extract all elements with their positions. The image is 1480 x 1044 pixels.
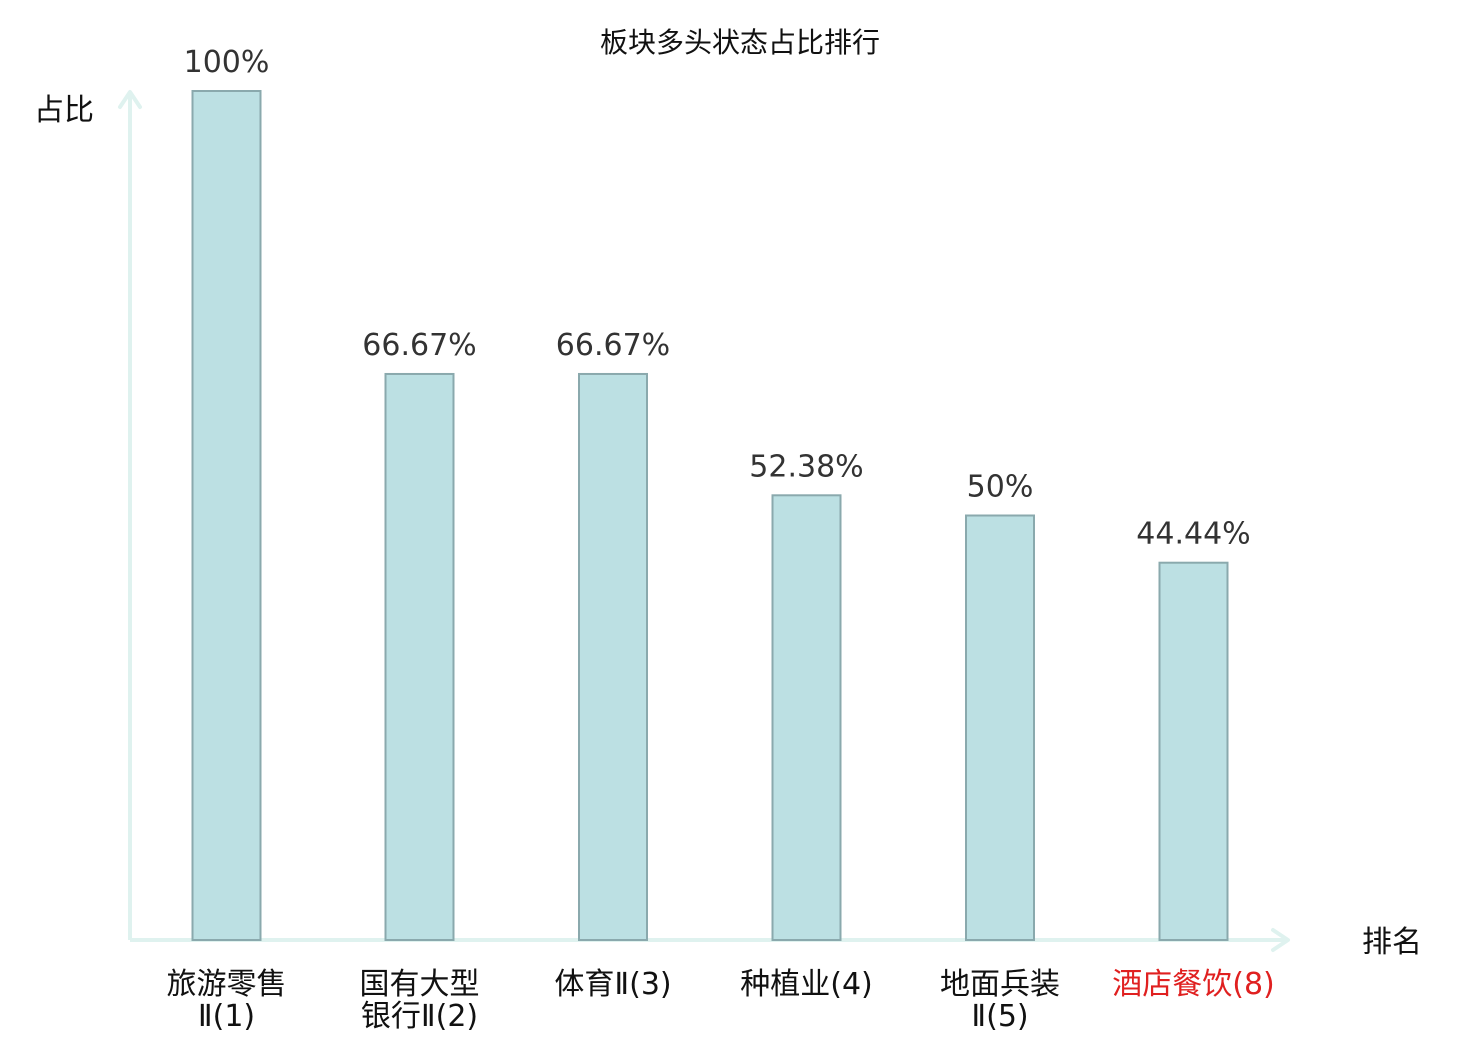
category-label: 酒店餐饮(8) — [1112, 967, 1275, 1002]
value-label: 66.67% — [362, 328, 476, 363]
value-label: 100% — [184, 45, 270, 80]
value-label: 66.67% — [556, 328, 670, 363]
category-label: 体育Ⅱ(3) — [554, 967, 671, 1002]
category-label: 国有大型 — [360, 967, 480, 1002]
value-label: 52.38% — [749, 449, 863, 484]
category-label: 地面兵装 — [940, 967, 1060, 1002]
chart-title: 板块多头状态占比排行 — [600, 26, 880, 59]
category-label: 种植业(4) — [740, 967, 873, 1002]
bar — [965, 514, 1035, 941]
x-axis-arrow — [1271, 928, 1290, 952]
bar — [578, 372, 648, 942]
bar — [1158, 561, 1229, 941]
bars-group — [191, 90, 1229, 942]
x-axis-label: 排名 — [1362, 925, 1422, 960]
value-label: 44.44% — [1136, 517, 1250, 552]
category-label-line2: 银行Ⅱ(2) — [361, 999, 478, 1034]
category-label-line2: Ⅱ(5) — [971, 999, 1028, 1034]
value-label: 50% — [967, 470, 1034, 505]
axes — [118, 90, 1290, 952]
bar — [191, 90, 262, 941]
y-axis-label: 占比 — [34, 93, 94, 128]
y-axis-arrow — [118, 90, 142, 109]
bar — [771, 494, 842, 941]
value-labels-group: 100% 66.67% 66.67% 52.38% 50% 44.44% — [184, 45, 1251, 552]
category-label: 旅游零售 — [167, 967, 287, 1002]
category-label-line2: Ⅱ(1) — [198, 999, 255, 1034]
bar — [384, 372, 455, 942]
